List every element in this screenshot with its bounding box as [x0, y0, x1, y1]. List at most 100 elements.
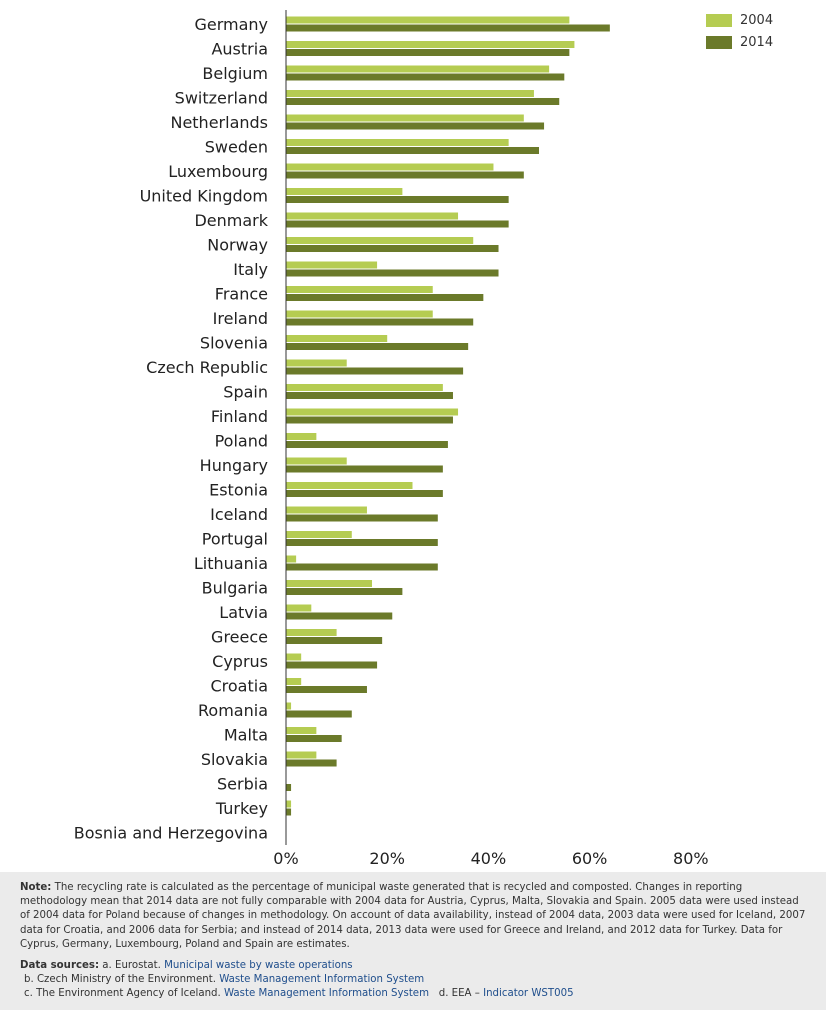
category-label-latvia: Latvia [219, 603, 268, 622]
category-label-luxembourg: Luxembourg [168, 162, 268, 181]
bar-2004-greece [286, 629, 337, 636]
sources-label: Data sources: [20, 960, 100, 972]
bar-2004-finland [286, 408, 459, 416]
bar-2004-czech-republic [286, 359, 347, 367]
bar-2014-romania [286, 710, 352, 718]
bar-2014-lithuania [286, 563, 438, 571]
bar-2014-united-kingdom [286, 196, 509, 203]
bar-2004-united-kingdom [286, 188, 403, 195]
bar-2014-norway [286, 245, 499, 252]
bar-2014-slovakia [286, 759, 337, 767]
bar-2004-denmark [286, 212, 459, 220]
category-label-italy: Italy [233, 260, 268, 279]
bar-2004-switzerland [286, 90, 534, 97]
bar-2014-germany [286, 24, 610, 32]
bar-2014-belgium [286, 73, 565, 81]
source-line-a: Data sources: a. Eurostat. Municipal was… [20, 959, 806, 973]
legend-swatch-2004 [706, 13, 732, 27]
bar-2014-denmark [286, 220, 509, 228]
bar-2004-cyprus [286, 653, 302, 661]
x-tick-label-40: 40% [471, 849, 507, 868]
legend-label-2014: 2014 [740, 34, 774, 50]
bar-2014-cyprus [286, 661, 378, 669]
category-label-ireland: Ireland [213, 309, 268, 328]
bar-2014-switzerland [286, 98, 560, 105]
legend-item-2014: 2014 [706, 31, 773, 53]
bar-2014-serbia [286, 784, 292, 791]
bar-2004-croatia [286, 678, 302, 685]
source-c-prefix: c. The Environment Agency of Iceland. [24, 988, 224, 1000]
chart-legend: 2004 2014 [706, 9, 773, 53]
bar-2004-netherlands [286, 114, 524, 122]
category-label-romania: Romania [198, 701, 268, 720]
bar-2014-italy [286, 269, 499, 277]
category-label-spain: Spain [223, 383, 268, 402]
bar-2004-sweden [286, 139, 509, 146]
category-label-sweden: Sweden [205, 138, 268, 157]
source-b-prefix: b. Czech Ministry of the Environment. [24, 974, 220, 986]
bar-2004-france [286, 286, 433, 293]
bar-2014-france [286, 294, 484, 301]
bar-2004-belgium [286, 65, 550, 73]
source-line-b: b. Czech Ministry of the Environment. Wa… [20, 973, 806, 987]
legend-item-2004: 2004 [706, 9, 773, 31]
bar-2004-turkey [286, 800, 292, 808]
source-line-c: c. The Environment Agency of Iceland. Wa… [20, 987, 806, 1001]
source-c-link[interactable]: Waste Management Information System [223, 988, 430, 1000]
note-text: The recycling rate is calculated as the … [20, 882, 806, 950]
category-label-malta: Malta [224, 726, 268, 745]
x-tick-label-80: 80% [673, 849, 709, 868]
bar-2014-spain [286, 392, 453, 399]
category-label-netherlands: Netherlands [170, 113, 268, 132]
bar-2014-portugal [286, 539, 438, 546]
category-label-belgium: Belgium [202, 64, 268, 83]
bar-2004-slovakia [286, 751, 317, 759]
category-label-germany: Germany [194, 15, 268, 34]
bar-2004-germany [286, 16, 570, 24]
bar-2004-norway [286, 237, 474, 244]
category-label-finland: Finland [211, 407, 268, 426]
x-tick-label-20: 20% [369, 849, 405, 868]
category-label-denmark: Denmark [194, 211, 268, 230]
notes-panel: Note: The recycling rate is calculated a… [0, 872, 826, 1010]
bar-2014-bulgaria [286, 588, 403, 595]
source-d-prefix: d. EEA – [438, 988, 484, 1000]
bar-2014-malta [286, 735, 342, 742]
category-label-austria: Austria [211, 40, 268, 59]
category-label-serbia: Serbia [217, 775, 268, 794]
bar-2004-estonia [286, 482, 413, 489]
note-paragraph: Note: The recycling rate is calculated a… [20, 881, 806, 952]
bar-2014-austria [286, 49, 570, 56]
source-d-link[interactable]: Indicator WST005 [483, 988, 574, 1000]
category-label-iceland: Iceland [210, 505, 268, 524]
x-tick-label-60: 60% [572, 849, 608, 868]
bar-2004-spain [286, 384, 443, 391]
bar-2004-iceland [286, 506, 367, 514]
bar-2004-ireland [286, 310, 433, 318]
bar-2014-czech-republic [286, 367, 464, 375]
bar-2014-hungary [286, 465, 443, 473]
category-label-france: France [215, 285, 268, 304]
bar-2014-sweden [286, 147, 539, 154]
bar-2014-ireland [286, 318, 474, 326]
source-b-link[interactable]: Waste Management Information System [219, 974, 425, 986]
category-label-norway: Norway [207, 236, 268, 255]
category-label-slovakia: Slovakia [201, 750, 268, 769]
category-label-cyprus: Cyprus [212, 652, 268, 671]
category-label-switzerland: Switzerland [175, 89, 268, 108]
bar-2014-greece [286, 637, 383, 644]
bar-2014-luxembourg [286, 171, 524, 179]
bar-2004-hungary [286, 457, 347, 465]
category-label-bulgaria: Bulgaria [202, 579, 268, 598]
bar-2004-lithuania [286, 555, 297, 563]
bar-2014-finland [286, 416, 453, 424]
bar-2014-iceland [286, 514, 438, 522]
bar-2004-bulgaria [286, 580, 373, 587]
source-a-link[interactable]: Municipal waste by waste operations [164, 960, 353, 972]
x-tick-label-0: 0% [273, 849, 298, 868]
category-label-slovenia: Slovenia [200, 334, 268, 353]
legend-label-2004: 2004 [740, 12, 774, 28]
legend-swatch-2014 [706, 35, 732, 49]
bar-2004-slovenia [286, 335, 388, 342]
note-label: Note: [20, 882, 52, 893]
